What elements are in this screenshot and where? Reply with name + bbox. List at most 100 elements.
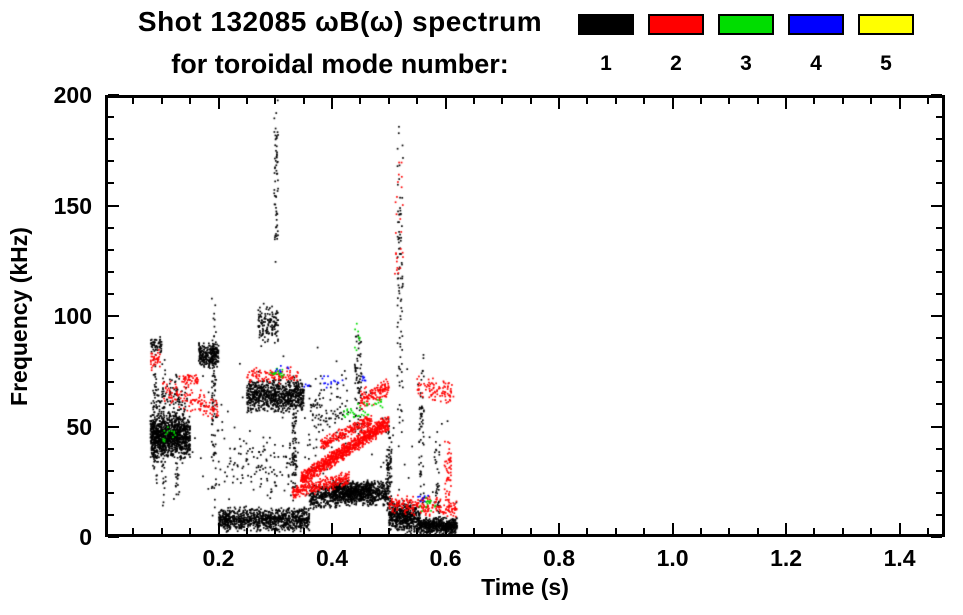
y-minor-tick [936,469,942,472]
x-tick-label-0.8: 0.8 [543,545,576,571]
y-major-tick [108,315,119,317]
plot-area [105,94,945,538]
y-minor-tick [108,381,114,384]
legend-swatch-2 [648,14,704,35]
y-minor-tick [936,248,942,251]
x-minor-tick [160,98,163,104]
y-minor-tick [108,160,114,163]
y-minor-tick [936,513,942,516]
x-minor-tick [699,528,702,534]
legend-item-4: 4 [788,14,844,76]
y-minor-tick [936,138,942,141]
x-minor-tick [189,98,192,104]
x-minor-tick [813,528,816,534]
y-minor-tick [936,447,942,450]
x-major-tick [898,98,901,109]
x-minor-tick [416,528,419,534]
y-minor-tick [936,359,942,362]
x-major-tick [558,523,561,534]
x-minor-tick [359,528,362,534]
x-minor-tick [359,98,362,104]
y-minor-tick [936,491,942,494]
y-minor-tick [108,270,114,273]
x-minor-tick [643,98,646,104]
x-tick-label-0.6: 0.6 [429,545,462,571]
y-minor-tick [108,359,114,362]
x-minor-tick [416,98,419,104]
legend-item-3: 3 [718,14,774,76]
legend-item-2: 2 [648,14,704,76]
legend-swatch-3 [718,14,774,35]
x-major-tick [331,523,334,534]
y-minor-tick [936,226,942,229]
legend-swatch-4 [788,14,844,35]
x-major-tick [217,523,220,534]
x-minor-tick [472,528,475,534]
y-minor-tick [108,138,114,141]
y-minor-tick [936,160,942,163]
x-minor-tick [302,98,305,104]
x-major-tick [671,523,674,534]
x-minor-tick [728,98,731,104]
x-minor-tick [756,98,759,104]
x-minor-tick [841,528,844,534]
y-tick-label-200: 200 [53,82,92,108]
x-minor-tick [132,98,135,104]
y-major-tick [108,204,119,207]
legend-label-1: 1 [600,52,612,75]
x-minor-tick [841,98,844,104]
x-axis-label: Time (s) [481,574,569,600]
x-minor-tick [302,528,305,534]
y-tick-label-0: 0 [79,524,92,550]
legend-swatch-1 [578,14,634,35]
y-minor-tick [108,337,114,340]
y-minor-tick [936,381,942,384]
legend-item-1: 1 [578,14,634,76]
y-minor-tick [108,116,114,119]
x-major-tick [898,523,901,534]
x-tick-label-1.4: 1.4 [883,545,916,571]
x-major-tick [444,523,447,534]
x-minor-tick [926,98,929,104]
x-major-tick [671,98,674,109]
x-minor-tick [586,98,589,104]
y-minor-tick [108,513,114,516]
x-tick-label-0.4: 0.4 [316,545,348,571]
x-minor-tick [614,528,617,534]
x-minor-tick [132,528,135,534]
x-major-tick [217,98,220,109]
y-minor-tick [936,337,942,340]
y-major-tick [931,536,942,538]
y-minor-tick [108,248,114,251]
y-minor-tick [108,292,114,295]
x-minor-tick [926,528,929,534]
x-minor-tick [643,528,646,534]
x-minor-tick [529,528,532,534]
x-minor-tick [189,528,192,534]
x-tick-label-0.2: 0.2 [202,545,235,571]
y-minor-tick [936,403,942,406]
x-minor-tick [160,528,163,534]
legend-label-5: 5 [880,52,892,75]
legend-swatch-5 [858,14,914,35]
x-minor-tick [870,98,873,104]
y-tick-label-100: 100 [53,303,92,329]
y-minor-tick [108,403,114,406]
x-major-tick [785,523,788,534]
x-major-tick [444,98,447,109]
y-major-tick [931,204,942,207]
y-minor-tick [108,447,114,450]
legend: 1 2 3 4 5 [578,14,914,76]
x-major-tick [331,98,334,109]
x-minor-tick [614,98,617,104]
x-minor-tick [501,528,504,534]
x-minor-tick [472,98,475,104]
x-minor-tick [728,528,731,534]
y-major-tick [108,94,119,96]
y-minor-tick [108,226,114,229]
x-minor-tick [501,98,504,104]
x-major-tick [558,98,561,109]
y-minor-tick [108,469,114,472]
x-minor-tick [245,528,248,534]
